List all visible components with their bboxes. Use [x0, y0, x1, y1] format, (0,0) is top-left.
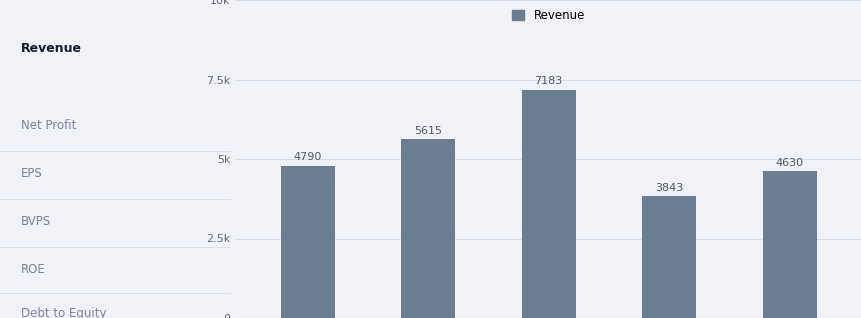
Text: EPS: EPS [21, 167, 42, 180]
Bar [280, 166, 334, 318]
Text: 4630: 4630 [775, 158, 802, 168]
Bar [762, 171, 816, 318]
Text: Net Profit: Net Profit [21, 119, 76, 132]
Text: Revenue: Revenue [21, 43, 82, 55]
Text: 5615: 5615 [413, 126, 442, 136]
Text: 3843: 3843 [654, 183, 683, 193]
Text: 7183: 7183 [534, 76, 562, 86]
Text: BVPS: BVPS [21, 215, 51, 228]
Bar [521, 90, 575, 318]
Text: 4790: 4790 [293, 153, 321, 162]
Bar [641, 196, 696, 318]
Bar [400, 139, 455, 318]
Legend: Revenue: Revenue [511, 9, 585, 22]
Text: ROE: ROE [21, 263, 46, 276]
Text: Debt to Equity: Debt to Equity [21, 307, 106, 318]
